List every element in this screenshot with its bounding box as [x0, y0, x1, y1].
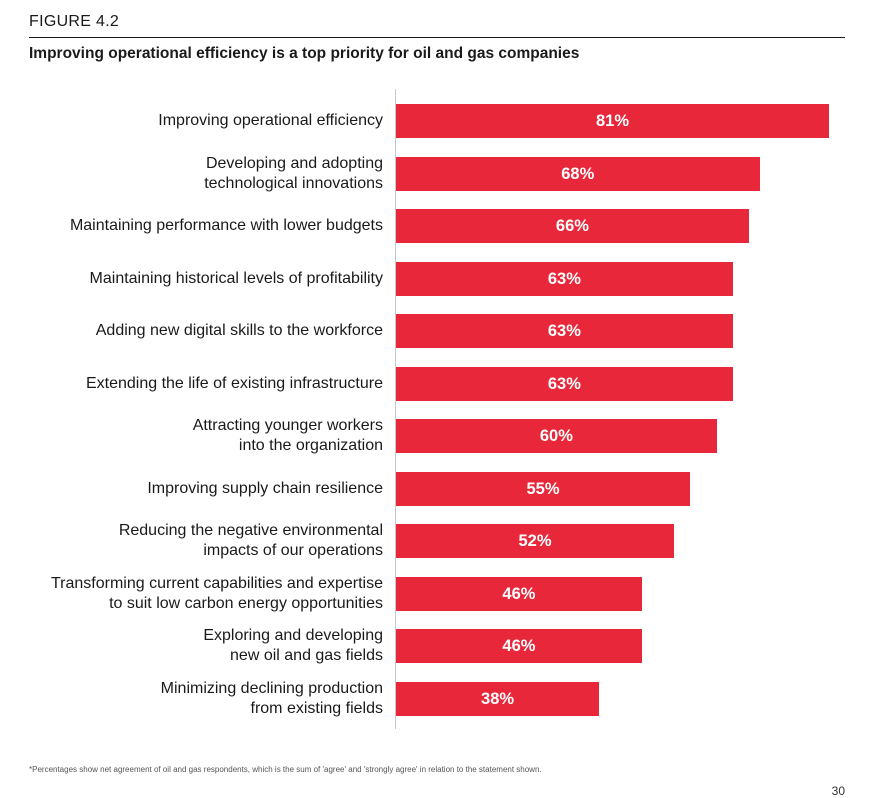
bar-value-label: 81% — [595, 112, 630, 130]
bar-value-label: 68% — [561, 164, 595, 183]
bar-value-label: 66% — [555, 217, 589, 235]
page-number: 30 — [831, 784, 845, 798]
category-label: Exploring and developing new oil and gas… — [203, 627, 383, 664]
bar — [396, 314, 733, 348]
bar — [396, 261, 733, 296]
bar-value-label: 60% — [539, 427, 573, 445]
bar — [396, 366, 733, 401]
category-label: Transforming current capabilities and ex… — [50, 574, 383, 612]
bar — [396, 104, 829, 138]
title-divider — [29, 37, 845, 38]
bar — [396, 471, 690, 506]
category-label: Maintaining historical levels of profita… — [89, 269, 383, 287]
category-label: Extending the life of existing infrastru… — [85, 374, 383, 392]
category-label: Adding new digital skills to the workfor… — [95, 322, 383, 339]
bar-value-label: 52% — [518, 532, 552, 550]
category-label: Improving operational efficiency — [158, 112, 383, 129]
category-label: Reducing the negative environmental impa… — [118, 522, 383, 559]
chart-title: Improving operational efficiency is a to… — [29, 45, 580, 62]
category-label: Improving supply chain resilience — [147, 479, 383, 497]
figure-label: FIGURE 4.2 — [29, 13, 120, 30]
category-label: Minimizing declining production from exi… — [160, 679, 383, 717]
category-label: Maintaining performance with lower budge… — [69, 217, 383, 234]
category-label: Attracting younger workers into the orga… — [192, 417, 383, 454]
category-axis-line — [395, 89, 396, 729]
bar — [396, 576, 642, 611]
category-label: Developing and adopting technological in… — [204, 154, 383, 192]
bar-value-label: 46% — [502, 584, 536, 603]
bar — [396, 419, 717, 453]
footnote: *Percentages show net agreement of oil a… — [29, 765, 542, 774]
bar-value-label: 55% — [526, 479, 560, 498]
bar — [396, 209, 749, 243]
bar-value-label: 46% — [502, 637, 536, 655]
bar-value-label: 38% — [481, 689, 515, 708]
bar-value-label: 63% — [547, 269, 581, 288]
bar — [396, 524, 674, 558]
bar — [396, 629, 642, 663]
bar-value-label: 63% — [547, 374, 581, 393]
bar — [396, 681, 600, 716]
bar — [396, 156, 760, 191]
bar-value-label: 63% — [547, 322, 581, 340]
